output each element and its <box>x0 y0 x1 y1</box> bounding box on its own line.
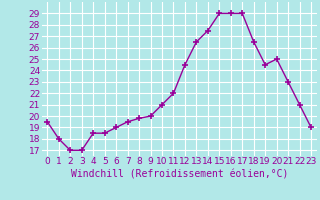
X-axis label: Windchill (Refroidissement éolien,°C): Windchill (Refroidissement éolien,°C) <box>70 169 288 179</box>
